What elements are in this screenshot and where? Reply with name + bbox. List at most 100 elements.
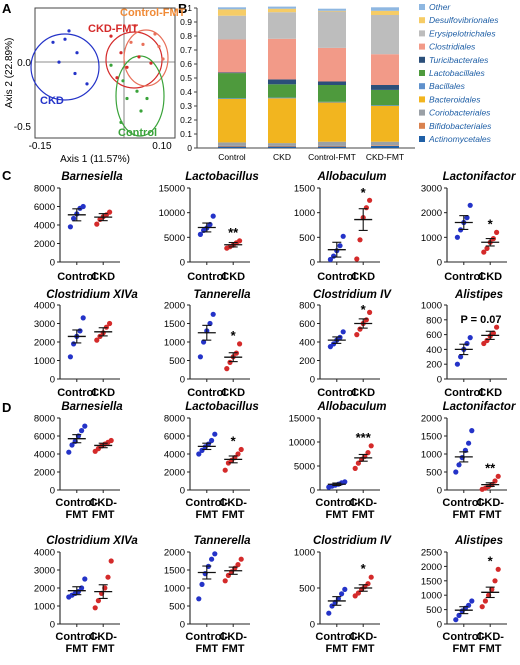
dot-plot-xlabel-0-line-0: Control xyxy=(444,387,483,399)
dot-plot-ytick-label-3: 1500 xyxy=(164,566,185,577)
bar-segment-ckd-bacteroidales xyxy=(268,98,296,144)
significance-label: ** xyxy=(485,460,496,475)
bar-segment-ckd-bifidobacteriales xyxy=(268,145,296,147)
dot-plot-xlabel-0-line-1: FMT xyxy=(65,643,88,655)
dot-plot-xlabel-0-line-0: Control- xyxy=(55,497,98,509)
significance-label: *** xyxy=(356,430,372,445)
dot-plot-xlabel-1-line-0: CKD xyxy=(351,387,375,399)
dot-plot-ytick-label-4: 4000 xyxy=(34,301,55,312)
bar-segment-control-fmt-clostridiales xyxy=(318,47,346,82)
dot-plot-title: Tannerella xyxy=(193,289,251,301)
dot-plot-title: Allobaculum xyxy=(316,171,386,183)
dot-point-control-5 xyxy=(82,423,88,429)
pcoa-point-ckd-2 xyxy=(75,51,79,55)
dot-plot-xlabel-1-line-0: CKD- xyxy=(476,631,504,643)
bar-segment-control-bacteroidales xyxy=(218,99,246,143)
bar-segment-control-turicibacterales xyxy=(218,72,246,74)
dot-plot-ytick-label-4: 4000 xyxy=(34,548,55,559)
legend-label-bifidobacteriales: Bifidobacteriales xyxy=(429,121,492,131)
dot-point-ckd-5 xyxy=(495,566,501,572)
dot-plot-xlabel-1-line-1: FMT xyxy=(479,643,502,655)
bar-segment-ckd-fmt-actinomycetales xyxy=(371,145,399,148)
dot-plot-ytick-label-1: 500 xyxy=(426,468,442,479)
dot-plot-ytick-label-0: 0 xyxy=(180,258,185,269)
dot-plot-xlabel-0-line-0: Control xyxy=(187,271,226,283)
dot-point-control-4 xyxy=(79,585,85,591)
dot-plot-xlabel-1-line-0: CKD xyxy=(478,387,502,399)
bar-segment-control-fmt-desulfovibrionales xyxy=(318,10,346,12)
dot-point-control-5 xyxy=(82,576,88,582)
bar-segment-control-fmt-bacteroidales xyxy=(318,102,346,142)
dot-point-ckd-5 xyxy=(238,556,244,562)
dot-plot-xlabel-0-line-1: FMT xyxy=(195,643,218,655)
pcoa-point-ckd-fmt-1 xyxy=(119,51,123,55)
pcoa-ytick-1: -0.5 xyxy=(14,122,32,133)
dot-plot-d5-clostridium-xiva: Clostridium XIVa 0 1000 2000 3000 4000 Control… xyxy=(34,535,139,655)
dot-plot-ytick-label-1: 500 xyxy=(299,233,315,244)
dot-point-ckd-3 xyxy=(363,317,369,323)
dot-point-control-4 xyxy=(340,329,346,335)
pcoa-point-ckd-fmt-4 xyxy=(125,65,129,69)
significance-label: * xyxy=(231,328,237,343)
panel-letter-b: B xyxy=(178,1,187,16)
pcoa-point-control-fmt-0 xyxy=(133,24,137,28)
dot-point-control-0 xyxy=(197,231,203,237)
pcoa-point-control-6 xyxy=(119,120,123,124)
dot-plot-xlabel-0-line-0: Control- xyxy=(315,497,358,509)
dot-point-ckd-1 xyxy=(95,598,101,604)
dot-point-control-3 xyxy=(207,320,213,327)
pcoa-point-ckd-fmt-0 xyxy=(109,34,113,38)
panel-a-pcoa: Control-FMT CKD-FMT CKD Control 0.0 -0.5… xyxy=(4,7,186,165)
dot-plot-ytick-label-0: 0 xyxy=(180,375,185,386)
dot-plot-xlabel-0-line-0: Control xyxy=(317,387,356,399)
dot-point-ckd-4 xyxy=(105,574,111,580)
dot-point-ckd-0 xyxy=(224,366,230,372)
dot-point-control-0 xyxy=(454,234,460,240)
dot-point-ckd-4 xyxy=(107,209,113,215)
significance-label: * xyxy=(488,553,494,568)
legend-swatch-actinomycetales xyxy=(419,136,425,142)
dot-point-ckd-4 xyxy=(235,451,241,457)
dot-point-control-4 xyxy=(80,203,86,210)
dot-point-ckd-5 xyxy=(368,443,374,449)
dot-point-control-0 xyxy=(196,596,202,602)
dot-point-ckd-0 xyxy=(222,467,228,473)
dot-plot-title: Alistipes xyxy=(454,535,503,547)
dot-point-control-4 xyxy=(79,428,85,434)
dot-plot-xlabel-0-line-0: Control xyxy=(57,387,96,399)
dot-plot-xlabel-0-line-0: Control xyxy=(187,387,226,399)
bar-segment-ckd-fmt-desulfovibrionales xyxy=(371,10,399,15)
dot-plot-xlabel-0-line-0: Control xyxy=(444,271,483,283)
dot-plot-xlabel-0-line-0: Control- xyxy=(315,631,358,643)
dot-point-control-0 xyxy=(66,449,72,455)
dot-point-control-1 xyxy=(71,341,77,347)
dot-point-control-1 xyxy=(199,581,205,588)
dot-point-control-5 xyxy=(212,551,218,557)
dot-plot-ytick-label-2: 2000 xyxy=(34,338,55,349)
dot-point-control-1 xyxy=(69,442,75,448)
dot-point-ckd-4 xyxy=(367,309,373,315)
dot-plot-xlabel-1-line-0: CKD xyxy=(221,387,245,399)
dot-plot-ytick-label-2: 1000 xyxy=(164,338,185,349)
pcoa-point-ckd-fmt-3 xyxy=(149,61,153,65)
dot-plot-ytick-label-2: 1000 xyxy=(421,450,442,461)
dot-plot-ytick-label-5: 2500 xyxy=(421,548,442,559)
dot-plot-xlabel-0-line-1: FMT xyxy=(325,643,348,655)
dot-point-control-4 xyxy=(340,233,346,239)
pcoa-point-ckd-6 xyxy=(63,37,67,41)
dot-point-ckd-4 xyxy=(107,320,113,327)
dot-plot-ytick-label-2: 400 xyxy=(299,338,315,349)
ckd-fmt-ellipse xyxy=(105,31,163,89)
dot-plot-ytick-label-4: 8000 xyxy=(34,184,55,195)
dot-plot-xlabel-1-line-0: CKD- xyxy=(219,497,247,509)
dot-point-control-1 xyxy=(456,462,462,468)
pcoa-point-control-5 xyxy=(139,109,143,113)
dot-point-control-0 xyxy=(196,451,202,457)
significance-label: * xyxy=(361,561,367,576)
dot-plot-ytick-label-2: 1000 xyxy=(294,208,315,219)
dot-point-ckd-3 xyxy=(103,324,109,330)
dot-plot-title: Clostridium IV xyxy=(313,289,392,301)
